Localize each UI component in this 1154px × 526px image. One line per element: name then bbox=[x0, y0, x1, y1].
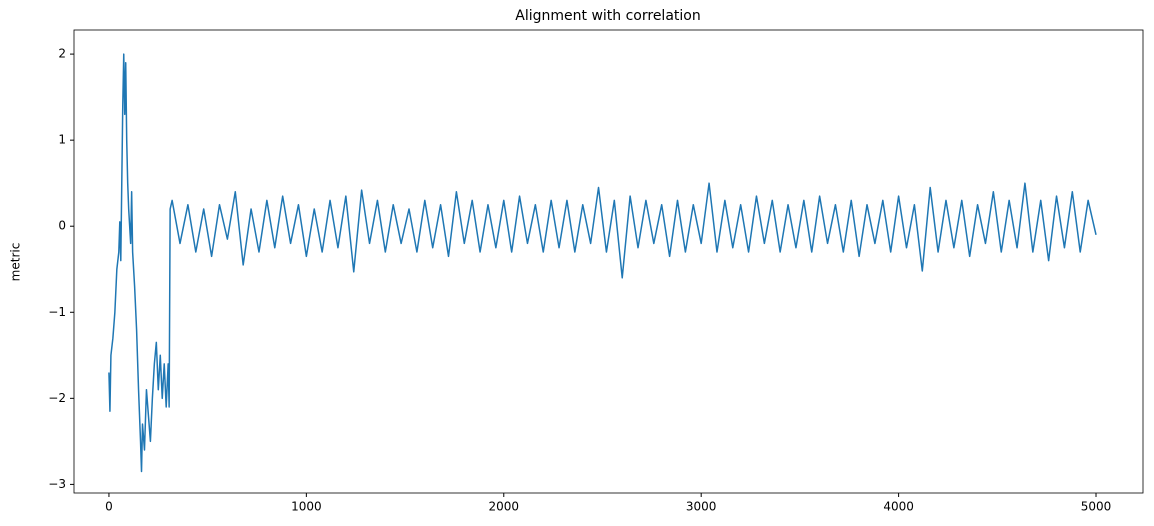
x-tick-label: 0 bbox=[105, 500, 113, 514]
y-tick-label: 1 bbox=[58, 133, 66, 147]
x-tick-label: 3000 bbox=[686, 500, 717, 514]
y-tick-label: −2 bbox=[48, 391, 66, 405]
x-tick-label: 4000 bbox=[883, 500, 914, 514]
y-tick-label: −3 bbox=[48, 477, 66, 491]
x-tick-label: 2000 bbox=[488, 500, 519, 514]
y-tick-label: 0 bbox=[58, 219, 66, 233]
x-tick-label: 1000 bbox=[291, 500, 322, 514]
y-axis-label: metric bbox=[9, 243, 23, 282]
x-tick-label: 5000 bbox=[1081, 500, 1112, 514]
plot-frame bbox=[73, 29, 1144, 494]
y-tick-label: −1 bbox=[48, 305, 66, 319]
y-tick-label: 2 bbox=[58, 47, 66, 61]
chart-title: Alignment with correlation bbox=[515, 8, 700, 24]
data-line bbox=[108, 53, 1097, 473]
